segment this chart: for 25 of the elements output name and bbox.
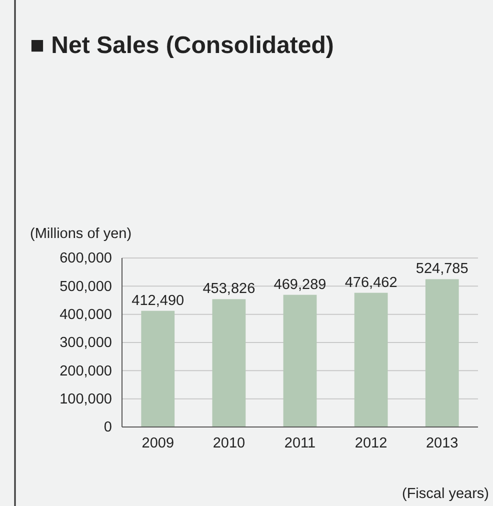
- bar: [212, 299, 246, 427]
- data-label: 524,785: [416, 261, 468, 278]
- chart-title: ■ Net Sales (Consolidated): [30, 32, 334, 59]
- y-tick-label: 300,000: [60, 335, 112, 352]
- y-tick-label: 0: [104, 420, 112, 436]
- x-tick-label: 2010: [212, 435, 246, 452]
- x-tick-label: 2012: [354, 435, 388, 452]
- data-label: 476,462: [344, 274, 398, 291]
- data-label: 469,289: [274, 276, 326, 293]
- y-tick-label: 100,000: [60, 391, 112, 408]
- x-tick-label: 2011: [284, 435, 316, 452]
- x-tick-label: 2009: [142, 435, 174, 452]
- x-axis-title: (Fiscal years): [402, 486, 489, 502]
- bar: [354, 292, 388, 427]
- y-tick-label: 200,000: [60, 363, 112, 380]
- bar: [283, 294, 317, 427]
- y-tick-label: 600,000: [60, 250, 112, 267]
- y-axis-title: (Millions of yen): [30, 226, 132, 242]
- y-tick-label: 500,000: [60, 278, 112, 295]
- bar: [141, 310, 175, 427]
- data-label: 453,826: [202, 281, 256, 298]
- bar: [425, 279, 459, 427]
- x-tick-label: 2013: [426, 435, 458, 452]
- y-tick-label: 400,000: [60, 306, 112, 323]
- data-label: 412,490: [132, 292, 184, 309]
